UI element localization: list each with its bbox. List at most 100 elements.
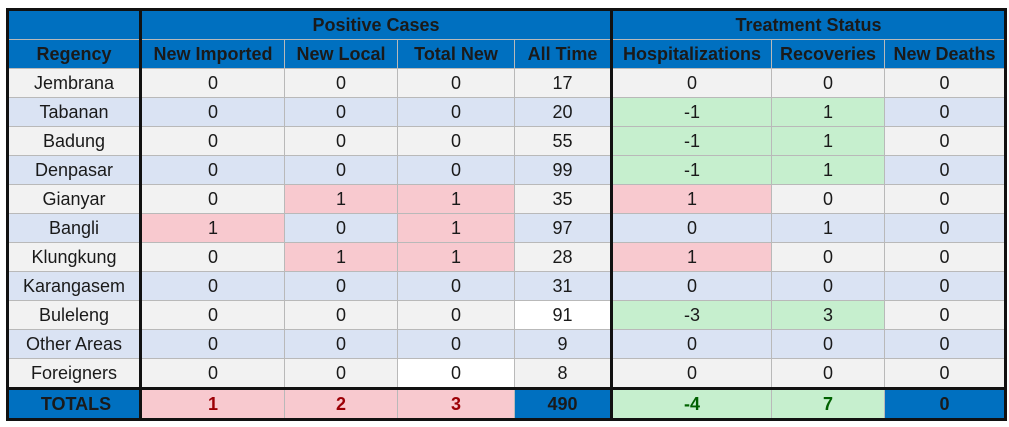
regency-cell[interactable]: Other Areas [6,329,141,359]
new-deaths-cell[interactable]: 0 [884,97,1007,127]
totals-new-deaths[interactable]: 0 [884,387,1007,421]
total-new-cell[interactable]: 1 [397,184,515,214]
new-local-cell[interactable]: 0 [284,68,398,98]
column-header-hospitalizations[interactable]: Hospitalizations [611,39,772,69]
new-deaths-cell[interactable]: 0 [884,184,1007,214]
recoveries-cell[interactable]: 0 [771,184,885,214]
new-imported-cell[interactable]: 0 [139,155,285,185]
all-time-cell[interactable]: 35 [514,184,613,214]
recoveries-cell[interactable]: 0 [771,271,885,301]
new-local-cell[interactable]: 0 [284,213,398,243]
column-header-new-deaths[interactable]: New Deaths [884,39,1007,69]
new-imported-cell[interactable]: 0 [139,271,285,301]
new-imported-cell[interactable]: 1 [139,213,285,243]
all-time-cell[interactable]: 91 [514,300,613,330]
new-deaths-cell[interactable]: 0 [884,329,1007,359]
hospitalizations-cell[interactable]: 0 [611,329,772,359]
regency-cell[interactable]: Foreigners [6,358,141,389]
recoveries-cell[interactable]: 1 [771,126,885,156]
new-local-cell[interactable]: 0 [284,126,398,156]
hospitalizations-cell[interactable]: 1 [611,242,772,272]
new-imported-cell[interactable]: 0 [139,329,285,359]
new-local-cell[interactable]: 0 [284,329,398,359]
hospitalizations-cell[interactable]: 0 [611,213,772,243]
total-new-cell[interactable]: 0 [397,300,515,330]
totals-new-local[interactable]: 2 [284,387,398,421]
recoveries-cell[interactable]: 0 [771,68,885,98]
column-header-recoveries[interactable]: Recoveries [771,39,885,69]
totals-new-imported[interactable]: 1 [139,387,285,421]
new-imported-cell[interactable]: 0 [139,68,285,98]
new-deaths-cell[interactable]: 0 [884,300,1007,330]
hospitalizations-cell[interactable]: 0 [611,68,772,98]
regency-cell[interactable]: Tabanan [6,97,141,127]
column-header-all-time[interactable]: All Time [514,39,613,69]
regency-cell[interactable]: Gianyar [6,184,141,214]
totals-total-new[interactable]: 3 [397,387,515,421]
all-time-cell[interactable]: 20 [514,97,613,127]
all-time-cell[interactable]: 17 [514,68,613,98]
all-time-cell[interactable]: 8 [514,358,613,389]
header-corner-cell[interactable] [6,8,141,40]
all-time-cell[interactable]: 99 [514,155,613,185]
regency-cell[interactable]: Badung [6,126,141,156]
total-new-cell[interactable]: 1 [397,242,515,272]
new-deaths-cell[interactable]: 0 [884,213,1007,243]
regency-cell[interactable]: Buleleng [6,300,141,330]
hospitalizations-cell[interactable]: -1 [611,97,772,127]
new-local-cell[interactable]: 1 [284,242,398,272]
new-deaths-cell[interactable]: 0 [884,242,1007,272]
total-new-cell[interactable]: 0 [397,126,515,156]
new-local-cell[interactable]: 0 [284,97,398,127]
total-new-cell[interactable]: 0 [397,271,515,301]
new-imported-cell[interactable]: 0 [139,126,285,156]
regency-cell[interactable]: Klungkung [6,242,141,272]
column-header-total-new[interactable]: Total New [397,39,515,69]
hospitalizations-cell[interactable]: -1 [611,126,772,156]
new-local-cell[interactable]: 0 [284,271,398,301]
hospitalizations-cell[interactable]: 0 [611,271,772,301]
regency-cell[interactable]: Bangli [6,213,141,243]
new-local-cell[interactable]: 1 [284,184,398,214]
new-local-cell[interactable]: 0 [284,300,398,330]
total-new-cell[interactable]: 0 [397,68,515,98]
total-new-cell[interactable]: 1 [397,213,515,243]
recoveries-cell[interactable]: 0 [771,358,885,389]
column-header-new-local[interactable]: New Local [284,39,398,69]
all-time-cell[interactable]: 28 [514,242,613,272]
recoveries-cell[interactable]: 3 [771,300,885,330]
new-imported-cell[interactable]: 0 [139,358,285,389]
new-imported-cell[interactable]: 0 [139,184,285,214]
new-deaths-cell[interactable]: 0 [884,68,1007,98]
totals-all-time[interactable]: 490 [514,387,613,421]
totals-recoveries[interactable]: 7 [771,387,885,421]
new-imported-cell[interactable]: 0 [139,97,285,127]
hospitalizations-cell[interactable]: -1 [611,155,772,185]
total-new-cell[interactable]: 0 [397,358,515,389]
recoveries-cell[interactable]: 1 [771,213,885,243]
total-new-cell[interactable]: 0 [397,329,515,359]
total-new-cell[interactable]: 0 [397,155,515,185]
column-header-new-imported[interactable]: New Imported [139,39,285,69]
regency-cell[interactable]: Jembrana [6,68,141,98]
hospitalizations-cell[interactable]: 0 [611,358,772,389]
hospitalizations-cell[interactable]: 1 [611,184,772,214]
all-time-cell[interactable]: 97 [514,213,613,243]
new-deaths-cell[interactable]: 0 [884,126,1007,156]
new-imported-cell[interactable]: 0 [139,242,285,272]
new-local-cell[interactable]: 0 [284,358,398,389]
all-time-cell[interactable]: 55 [514,126,613,156]
new-local-cell[interactable]: 0 [284,155,398,185]
recoveries-cell[interactable]: 1 [771,97,885,127]
recoveries-cell[interactable]: 0 [771,242,885,272]
total-new-cell[interactable]: 0 [397,97,515,127]
recoveries-cell[interactable]: 0 [771,329,885,359]
new-deaths-cell[interactable]: 0 [884,271,1007,301]
all-time-cell[interactable]: 31 [514,271,613,301]
group-header-treatment-status[interactable]: Treatment Status [611,8,1007,40]
new-imported-cell[interactable]: 0 [139,300,285,330]
new-deaths-cell[interactable]: 0 [884,358,1007,389]
recoveries-cell[interactable]: 1 [771,155,885,185]
regency-cell[interactable]: Denpasar [6,155,141,185]
totals-label[interactable]: TOTALS [6,387,141,421]
